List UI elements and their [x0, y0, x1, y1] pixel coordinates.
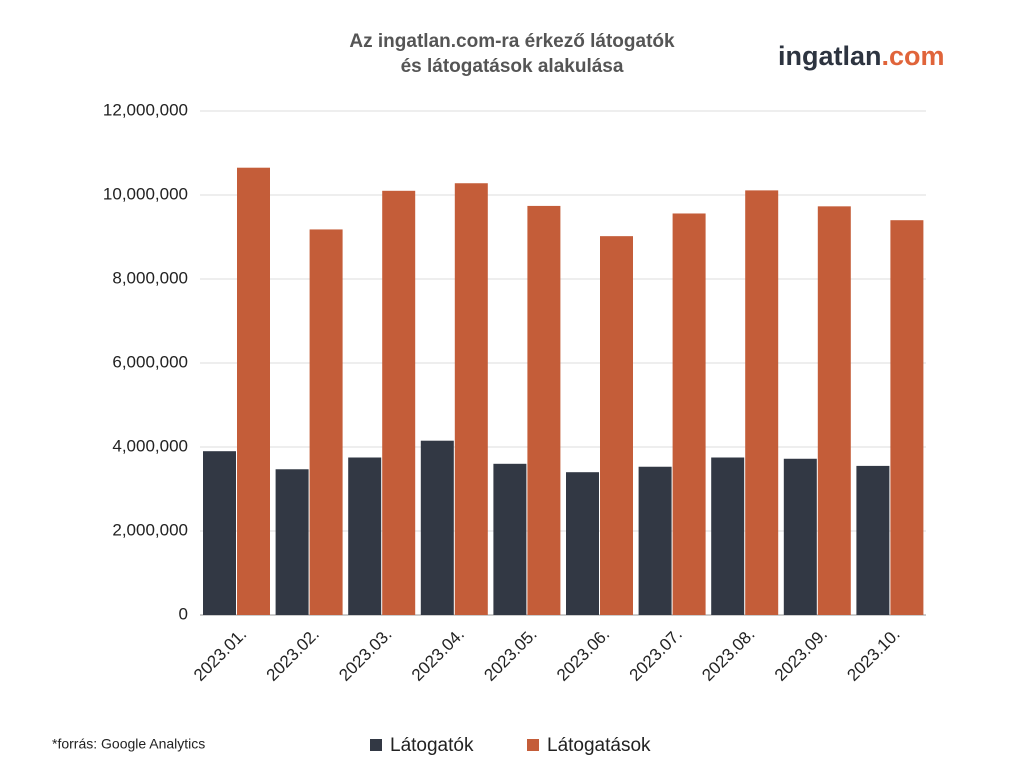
bar [493, 463, 527, 615]
bar [454, 183, 488, 616]
bar [817, 206, 851, 615]
chart-title: és látogatások alakulása [401, 56, 624, 77]
x-tick-label: 2023.08. [698, 625, 758, 685]
source-note: *forrás: Google Analytics [52, 736, 205, 752]
x-tick-label: 2023.03. [335, 625, 395, 685]
y-tick-label: 0 [179, 604, 188, 623]
x-tick-label: 2023.06. [553, 625, 613, 685]
bar [420, 440, 454, 615]
y-tick-label: 8,000,000 [112, 268, 188, 287]
bar [237, 167, 270, 615]
chart-title: Az ingatlan.com-ra érkező látogatók [349, 31, 675, 52]
bar [600, 236, 633, 615]
y-tick-label: 12,000,000 [103, 100, 188, 119]
bar [566, 472, 599, 615]
x-tick-label: 2023.10. [843, 625, 903, 685]
bar [203, 451, 236, 615]
x-tick-label: 2023.09. [771, 625, 831, 685]
bar [348, 457, 382, 615]
y-tick-label: 4,000,000 [112, 436, 188, 455]
x-tick-label: 2023.04. [408, 625, 468, 685]
bar [856, 465, 890, 615]
legend-label: Látogatók [390, 735, 474, 756]
bar [783, 458, 817, 615]
x-tick-label: 2023.01. [190, 625, 250, 685]
bar [745, 190, 779, 615]
bar [309, 229, 343, 615]
bar [711, 457, 745, 615]
y-tick-label: 2,000,000 [112, 520, 188, 539]
y-tick-label: 6,000,000 [112, 352, 188, 371]
legend-label: Látogatások [547, 735, 651, 756]
bar [527, 205, 561, 616]
x-tick-label: 2023.05. [480, 625, 540, 685]
legend-swatch [527, 739, 539, 751]
bar [672, 213, 706, 616]
logo-suffix: .com [882, 41, 945, 71]
logo: ingatlan.com [778, 41, 945, 71]
bar [890, 220, 924, 615]
y-tick-label: 10,000,000 [103, 184, 188, 203]
bar [638, 466, 672, 615]
x-tick-label: 2023.07. [626, 625, 686, 685]
bar [382, 190, 416, 616]
bar [275, 469, 309, 615]
x-tick-label: 2023.02. [263, 625, 323, 685]
legend-swatch [370, 739, 382, 751]
logo-main: ingatlan [778, 41, 882, 71]
